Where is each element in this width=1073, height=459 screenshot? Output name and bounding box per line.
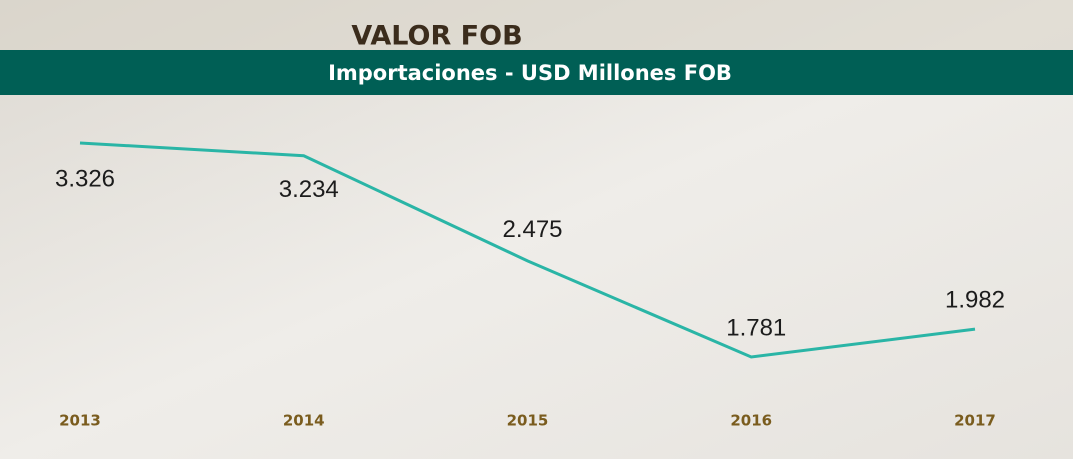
background-top	[0, 0, 1073, 50]
year-label: 2017	[954, 412, 996, 430]
value-label: 3.326	[55, 165, 115, 192]
year-label: 2014	[283, 412, 325, 430]
value-label: 1.982	[945, 287, 1005, 314]
chart: VALOR FOB Importaciones - USD Millones F…	[0, 0, 1073, 459]
chart-subtitle: Importaciones - USD Millones FOB	[328, 61, 732, 85]
value-label: 3.234	[279, 176, 339, 203]
value-label: 1.781	[726, 314, 786, 341]
value-label: 2.475	[502, 216, 562, 243]
year-label: 2013	[59, 412, 101, 430]
year-label: 2016	[730, 412, 772, 430]
year-label: 2015	[507, 412, 549, 430]
chart-title: VALOR FOB	[351, 21, 522, 52]
